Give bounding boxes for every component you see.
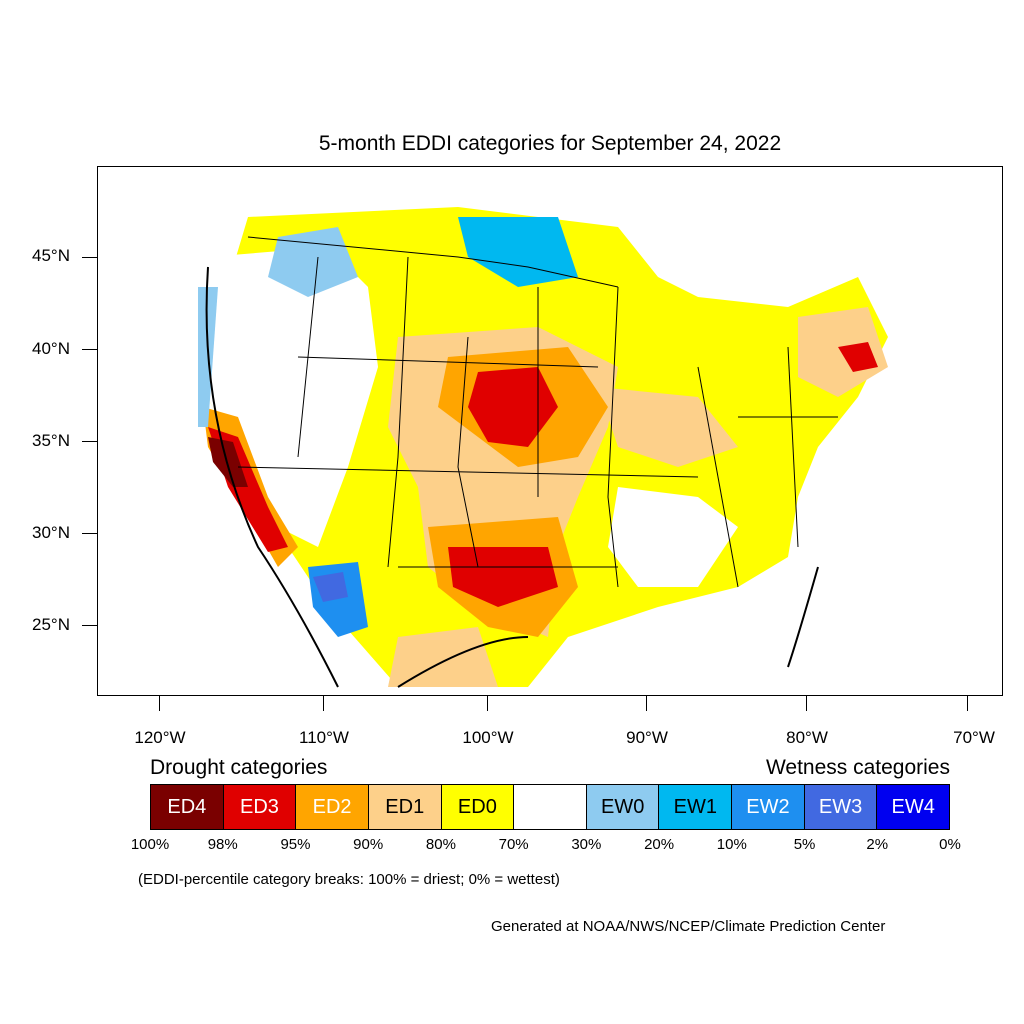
legend-wetness-heading: Wetness categories <box>765 756 950 779</box>
region-ed3-texas <box>448 547 558 607</box>
legend-swatch-ew4: EW4 <box>877 785 950 829</box>
legend-swatch-ed0: ED0 <box>441 785 515 829</box>
x-label-90w: 90°W <box>626 728 668 747</box>
legend-break-label: 98% <box>207 836 238 853</box>
x-tick <box>967 696 968 711</box>
legend-swatch-ew1: EW1 <box>659 785 733 829</box>
legend-break-label: 30% <box>571 836 602 853</box>
y-label-35n: 35°N <box>32 431 70 450</box>
region-ed1-mexico <box>388 627 498 687</box>
x-label-80w: 80°W <box>786 728 828 747</box>
legend-break-label: 100% <box>130 836 170 853</box>
legend-swatch-ed4: ED4 <box>151 785 224 829</box>
legend-break-label: 90% <box>353 836 384 853</box>
x-tick <box>646 696 647 711</box>
y-label-30n: 30°N <box>32 523 70 542</box>
y-tick <box>82 533 97 534</box>
x-label-110w: 110°W <box>299 728 349 747</box>
region-ed4-california <box>208 437 248 487</box>
legend-swatch-ed3: ED3 <box>223 785 297 829</box>
credit-text: Generated at NOAA/NWS/NCEP/Climate Predi… <box>491 918 886 935</box>
map-panel <box>97 166 1003 696</box>
y-label-40n: 40°N <box>32 339 70 358</box>
x-tick <box>806 696 807 711</box>
x-label-70w: 70°W <box>953 728 995 747</box>
x-tick <box>487 696 488 711</box>
legend-swatch-ew3: EW3 <box>804 785 878 829</box>
map-title: 5-month EDDI categories for September 24… <box>318 132 782 155</box>
eddi-map <box>198 207 888 688</box>
legend-break-label: 80% <box>425 836 456 853</box>
legend-swatch-ew0: EW0 <box>586 785 660 829</box>
legend-drought-heading: Drought categories <box>150 756 328 779</box>
x-tick <box>159 696 160 711</box>
legend-swatch-ed2: ED2 <box>296 785 369 829</box>
legend-break-label: 20% <box>644 836 675 853</box>
region-ew3-arizona <box>313 572 348 602</box>
y-tick <box>82 441 97 442</box>
legend-break-label: 95% <box>280 836 311 853</box>
legend-swatch-normal <box>514 785 587 829</box>
legend-break-label: 2% <box>866 836 889 853</box>
legend-break-label: 70% <box>498 836 529 853</box>
legend-note: (EDDI-percentile category breaks: 100% =… <box>138 871 560 888</box>
x-tick <box>323 696 324 711</box>
legend-swatch-ed1: ED1 <box>368 785 442 829</box>
legend-swatch-ew2: EW2 <box>732 785 805 829</box>
x-label-100w: 100°W <box>462 728 514 747</box>
y-tick <box>82 257 97 258</box>
y-label-45n: 45°N <box>32 246 70 265</box>
region-ew0-montana <box>268 227 358 297</box>
x-label-120w: 120°W <box>134 728 186 747</box>
legend-break-label: 10% <box>716 836 747 853</box>
y-tick <box>82 625 97 626</box>
legend-break-label: 5% <box>793 836 816 853</box>
region-ed1-midwest <box>598 387 738 467</box>
region-ed3-newengland <box>838 342 878 372</box>
legend-color-bar: ED4 ED3 ED2 ED1 ED0 EW0 EW1 EW2 EW3 EW4 <box>150 784 950 830</box>
boundary-lines <box>205 236 838 688</box>
region-ed3-nebraska <box>468 367 558 447</box>
region-ew1-montana <box>458 217 578 287</box>
region-normal-southeast <box>608 487 738 587</box>
y-label-25n: 25°N <box>32 615 70 634</box>
legend-break-label: 0% <box>939 836 961 853</box>
y-tick <box>82 349 97 350</box>
